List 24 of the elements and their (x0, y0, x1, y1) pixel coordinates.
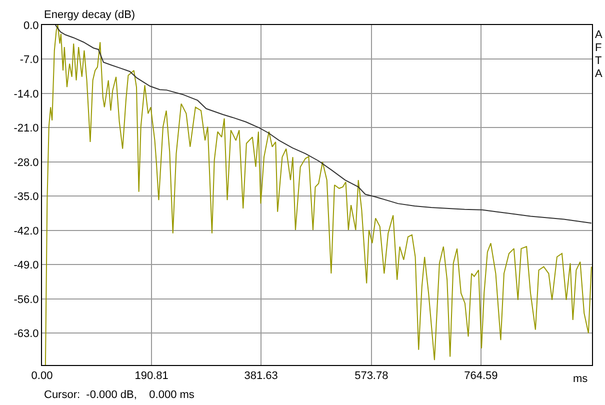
text: A (595, 29, 603, 41)
y-tick-label: 0.0 (24, 20, 39, 32)
y-tick-label: -28.0 (14, 156, 39, 169)
text: A (595, 68, 603, 80)
x-tick-label: 381.63 (244, 370, 278, 382)
y-tick-label: -63.0 (14, 328, 39, 340)
chart-title: Energy decay (dB) (44, 9, 136, 21)
x-tick-label: 573.78 (354, 370, 388, 382)
text: Cursor: -0.000 dB, 0.000 ms (44, 389, 195, 401)
line-series (54, 25, 592, 224)
y-tick-label: -56.0 (14, 294, 39, 306)
y-tick-label: -7.0 (20, 54, 39, 66)
text: F (595, 42, 602, 54)
line-series (44, 25, 592, 365)
x-tick-label: 764.59 (464, 370, 498, 382)
x-tick-label: 190.81 (134, 370, 168, 382)
x-axis-title: ms (573, 373, 588, 385)
y-tick-label: -35.0 (14, 191, 39, 204)
y-tick-label: -14.0 (14, 88, 39, 100)
x-tick-label: 0.00 (31, 370, 53, 382)
y-tick-label: -42.0 (14, 225, 39, 238)
y-tick-label: -49.0 (14, 260, 39, 272)
text: T (595, 55, 602, 67)
y-tick-label: -21.0 (14, 122, 39, 135)
